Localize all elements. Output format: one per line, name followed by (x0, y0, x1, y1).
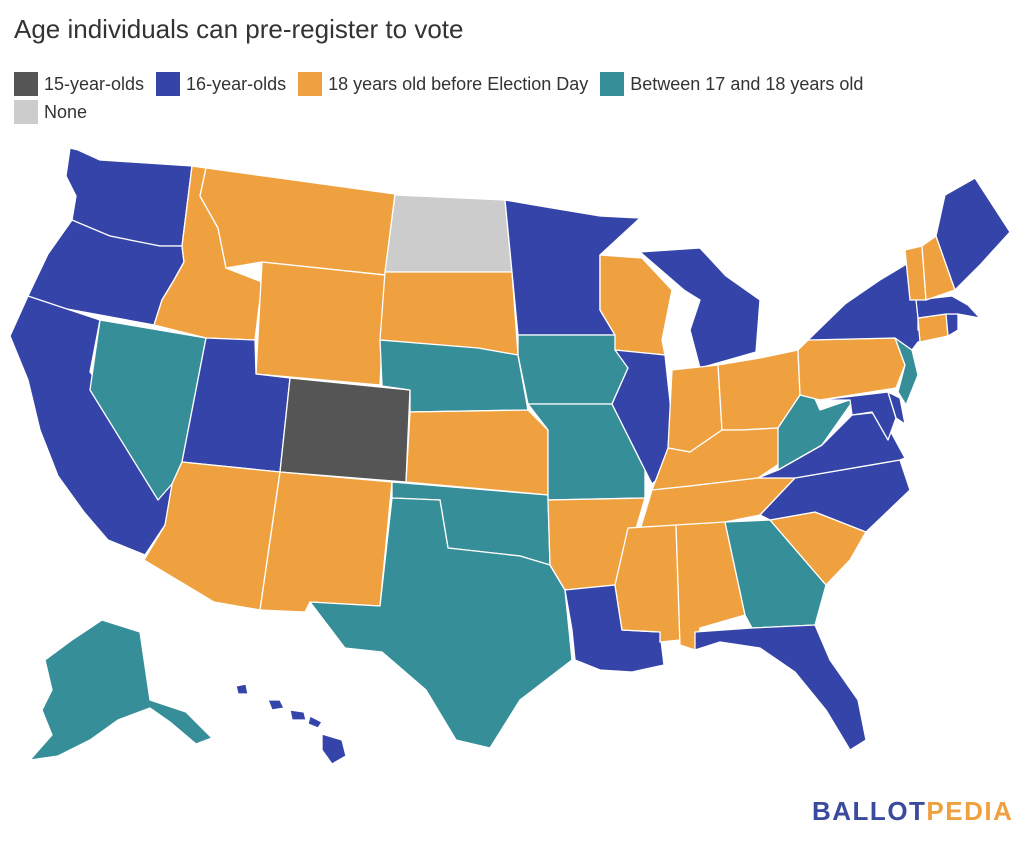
legend-label-15: 15-year-olds (44, 73, 145, 94)
legend-swatch-15 (14, 72, 38, 96)
state-ND[interactable] (384, 194, 513, 273)
legend-label-16: 16-year-olds (186, 73, 287, 94)
legend-swatch-18 (298, 72, 323, 96)
state-MS[interactable] (614, 524, 681, 643)
legend-row-1: 15-year-olds 16-year-olds 18 years old b… (14, 70, 994, 98)
state-IL[interactable] (611, 349, 673, 485)
state-PA[interactable] (797, 337, 906, 401)
state-VA[interactable] (757, 411, 906, 479)
legend-swatch-none (14, 100, 38, 124)
legend-item-18: 18 years old before Election Day (298, 72, 588, 96)
chart-title: Age individuals can pre-register to vote (14, 14, 464, 44)
legend-swatch-17 (600, 72, 625, 96)
state-NM[interactable] (259, 471, 393, 613)
legend-swatch-16 (156, 72, 181, 96)
legend-item-17: Between 17 and 18 years old (600, 72, 863, 96)
state-AK[interactable] (29, 619, 213, 761)
state-ME[interactable] (935, 177, 1011, 291)
state-HI[interactable] (235, 683, 347, 765)
logo-part-2: PEDIA (926, 796, 1014, 826)
legend-item-15: 15-year-olds (14, 72, 144, 96)
legend-item-16: 16-year-olds (156, 72, 286, 96)
state-IA[interactable] (517, 334, 629, 405)
state-RI[interactable] (945, 313, 959, 337)
state-MA[interactable] (915, 295, 981, 319)
state-WY[interactable] (255, 261, 386, 386)
state-MI[interactable] (639, 247, 761, 369)
state-CO[interactable] (279, 377, 411, 483)
state-DE[interactable] (887, 391, 906, 425)
state-TX[interactable] (309, 497, 573, 749)
state-FL[interactable] (694, 624, 867, 751)
us-map (9, 147, 1011, 765)
state-KS[interactable] (405, 409, 549, 496)
legend-label-17: Between 17 and 18 years old (630, 73, 864, 94)
state-CT[interactable] (917, 313, 949, 343)
ballotpedia-logo: BALLOTPEDIA (812, 796, 1013, 827)
state-CA[interactable] (9, 295, 183, 556)
legend-row-2: None (14, 98, 994, 126)
logo-part-1: BALLOT (812, 796, 927, 826)
legend: 15-year-olds 16-year-olds 18 years old b… (14, 70, 994, 126)
state-MT[interactable] (199, 167, 396, 276)
legend-item-none: None (14, 100, 87, 124)
legend-label-18: 18 years old before Election Day (328, 73, 589, 94)
legend-label-none: None (44, 101, 88, 122)
